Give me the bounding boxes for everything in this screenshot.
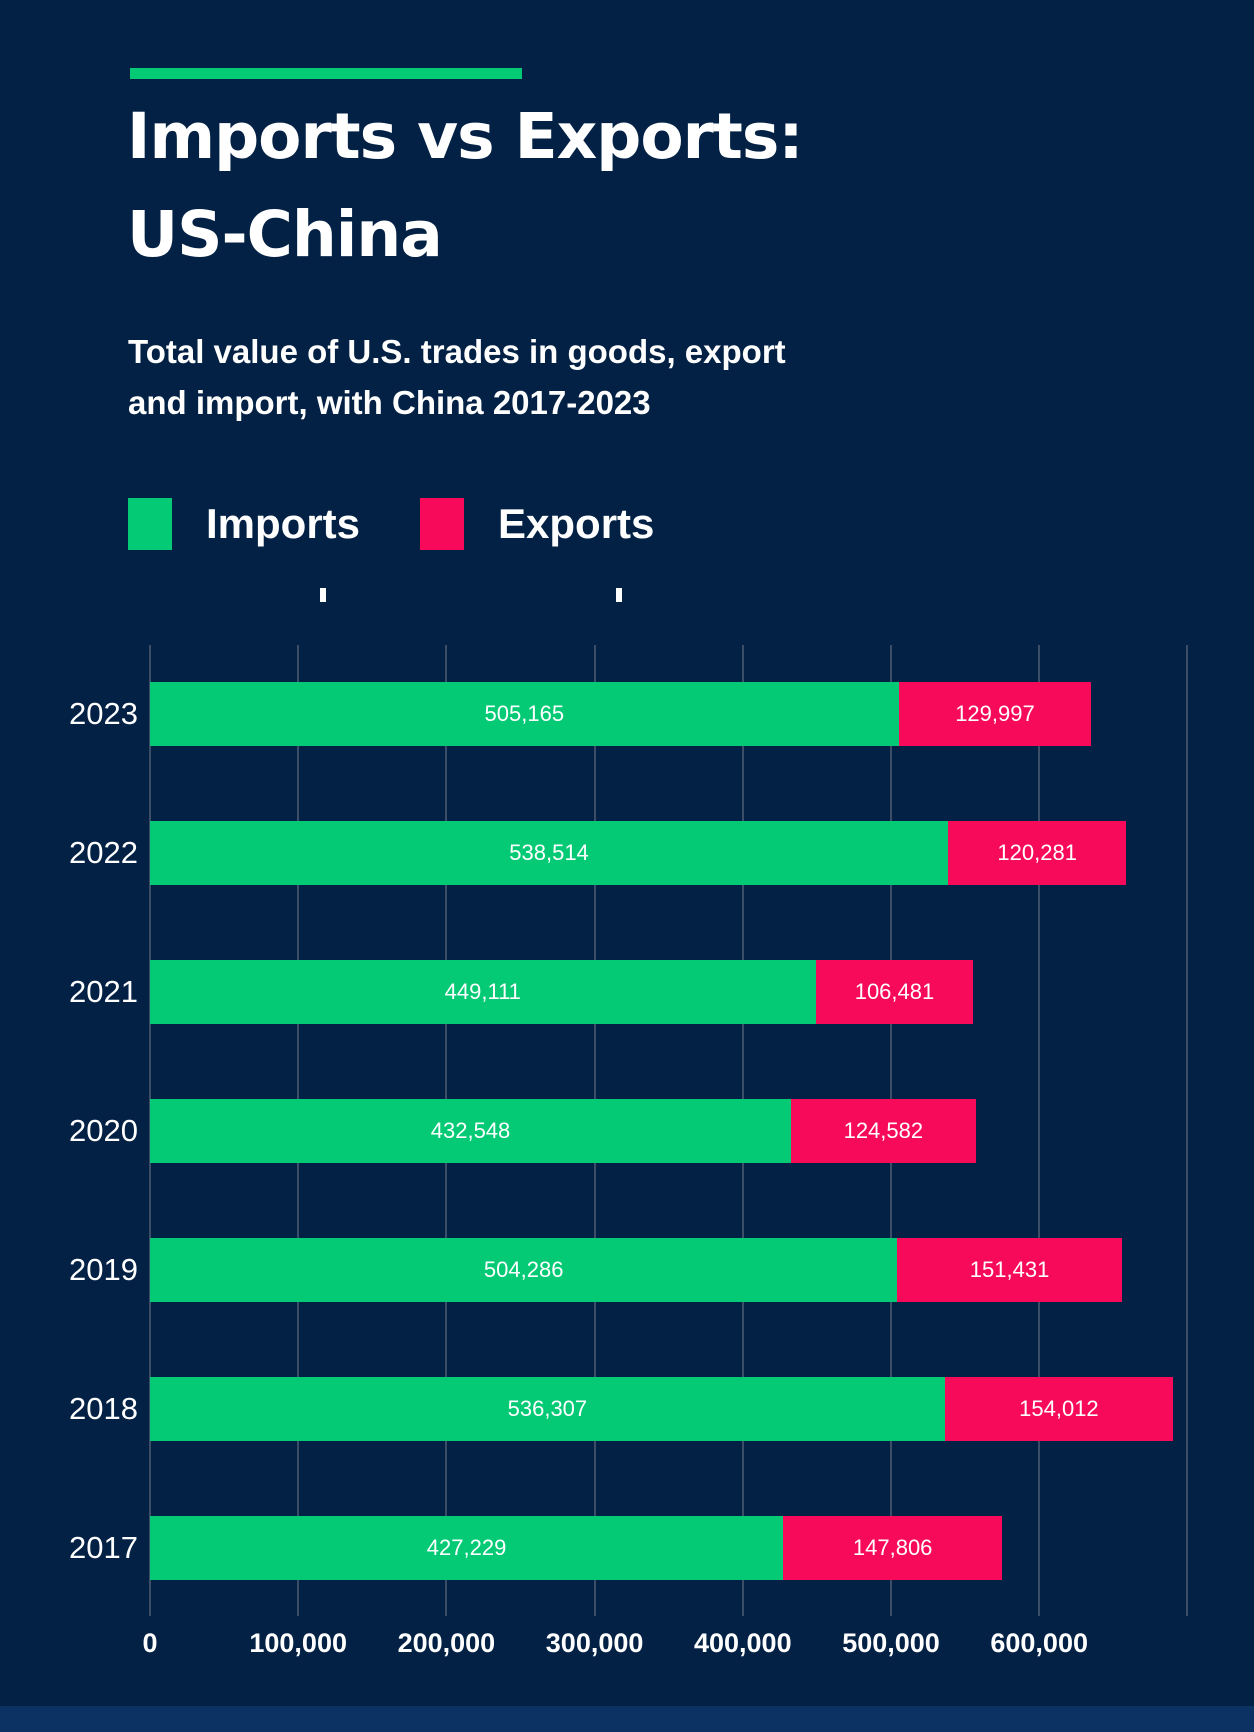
legend-label-exports: Exports [498, 500, 655, 547]
year-label: 2017 [69, 1530, 138, 1565]
bar-value-label: 536,307 [507, 1396, 588, 1421]
bar-value-label: 504,286 [483, 1257, 564, 1282]
imports-bar-segment: 538,514 [150, 821, 949, 885]
exports-bar-segment: 106,481 [815, 960, 974, 1024]
year-label: 2023 [69, 696, 138, 731]
year-label: 2021 [69, 974, 138, 1009]
bar-value-label: 147,806 [852, 1535, 933, 1560]
bar-value-label: 151,431 [969, 1257, 1050, 1282]
tick-mark [320, 588, 326, 602]
bar-value-label: 427,229 [426, 1535, 507, 1560]
imports-bar-segment: 536,307 [150, 1377, 945, 1441]
x-tick-label: 0 [142, 1628, 158, 1658]
imports-bar-segment: 432,548 [150, 1099, 792, 1163]
x-tick-label: 100,000 [249, 1628, 347, 1658]
imports-bar-segment: 505,165 [150, 682, 899, 746]
legend-item-imports: Imports [128, 498, 360, 550]
bar-value-label: 106,481 [854, 979, 935, 1004]
chart-legend: Imports Exports [128, 498, 714, 550]
title-line-2: US-China [127, 198, 443, 271]
bar-value-label: 505,165 [484, 701, 565, 726]
subtitle-line-1: Total value of U.S. trades in goods, exp… [128, 333, 786, 370]
page-title: Imports vs Exports: US-China [127, 88, 804, 284]
gridline [1038, 645, 1041, 1616]
chart-subtitle: Total value of U.S. trades in goods, exp… [128, 326, 786, 428]
bar-value-label: 129,997 [955, 701, 1035, 726]
year-label: 2022 [69, 835, 138, 870]
subtitle-line-2: and import, with China 2017-2023 [128, 384, 651, 421]
footer-strip [0, 1706, 1254, 1732]
bar-value-label: 449,111 [444, 979, 521, 1004]
year-label: 2019 [69, 1252, 138, 1287]
imports-bar-segment: 449,111 [150, 960, 816, 1024]
bar-value-label: 432,548 [430, 1118, 511, 1143]
legend-label-imports: Imports [206, 500, 361, 547]
bar-value-label: 120,281 [997, 840, 1077, 865]
bar-value-label: 538,514 [509, 840, 589, 865]
exports-bar-segment: 154,012 [944, 1377, 1174, 1441]
bar-value-label: 154,012 [1019, 1396, 1099, 1421]
x-tick-label: 600,000 [990, 1628, 1088, 1658]
exports-bar-segment: 147,806 [783, 1516, 1003, 1580]
imports-bar-segment: 427,229 [150, 1516, 784, 1580]
exports-bar-segment: 124,582 [791, 1099, 976, 1163]
exports-swatch-icon [420, 498, 465, 550]
legend-item-exports: Exports [420, 498, 654, 550]
x-tick-label: 200,000 [397, 1628, 496, 1658]
tick-mark [616, 588, 622, 602]
title-line-1: Imports vs Exports: [127, 100, 804, 173]
year-label: 2020 [69, 1113, 138, 1148]
imports-swatch-icon [128, 498, 172, 550]
exports-bar-segment: 129,997 [898, 682, 1092, 746]
imports-bar-segment: 504,286 [150, 1238, 898, 1302]
exports-bar-segment: 151,431 [897, 1238, 1122, 1302]
accent-bar [130, 68, 522, 79]
bar-value-label: 124,582 [843, 1118, 924, 1143]
x-tick-label: 500,000 [842, 1628, 940, 1658]
gridline [1186, 645, 1189, 1616]
x-tick-label: 400,000 [693, 1628, 792, 1658]
year-label: 2018 [69, 1391, 138, 1426]
x-tick-label: 300,000 [545, 1628, 644, 1658]
exports-bar-segment: 120,281 [948, 821, 1127, 885]
